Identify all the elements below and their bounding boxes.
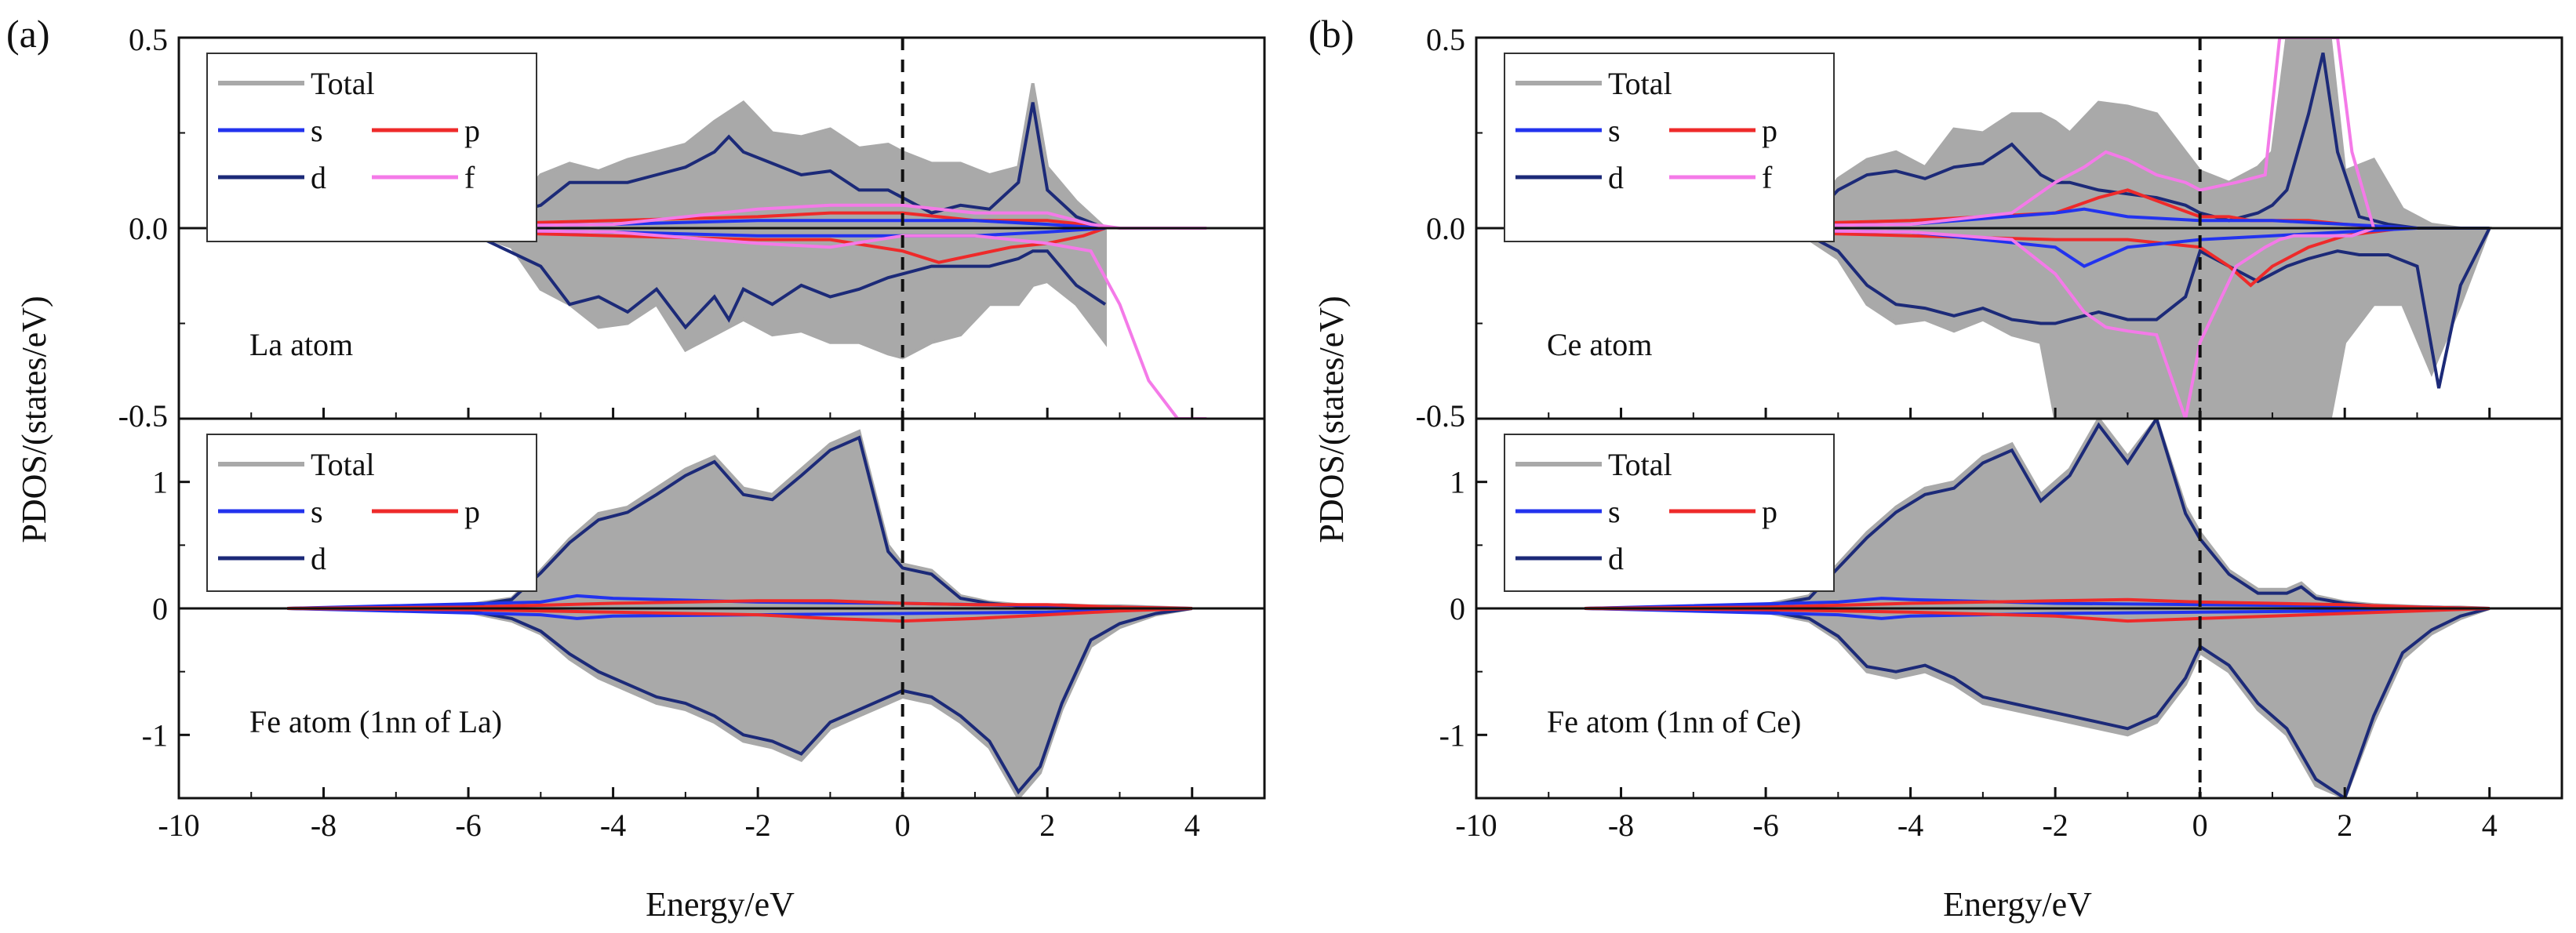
panel-a-top-subplot: 0.5 0.0 -0.5 La atom Total s p d f xyxy=(118,22,1266,434)
y-tick-label: 0.0 xyxy=(1426,211,1465,246)
atom-annotation: Ce atom xyxy=(1547,327,1652,362)
y-tick-label: 1 xyxy=(1450,465,1465,500)
panel-b-bottom-subplot: 1 0 -1 -10 -8 -6 -4 -2 0 2 4 Fe atom (1nn of Ce) Tot… xyxy=(1439,417,2563,843)
panel-b-tag: (b) xyxy=(1308,12,1354,56)
p-spin-down-line xyxy=(287,227,1106,264)
atom-annotation: La atom xyxy=(249,327,353,362)
legend-label-d: d xyxy=(311,541,326,576)
y-tick-label: 0 xyxy=(1450,591,1465,626)
d-spin-up-line xyxy=(287,102,1106,230)
panel-b: (b) PDOS/(states/eV) Energy/eV 0.5 0.0 -0.… xyxy=(1308,12,2563,924)
d-spin-down-line xyxy=(1585,607,2490,798)
atom-annotation: Fe atom (1nn of Ce) xyxy=(1547,704,1801,739)
f-spin-up-line xyxy=(1585,38,2376,230)
legend-label-p: p xyxy=(464,494,480,529)
panel-a-bottom-subplot: 1 0 -1 -10 -8 -6 -4 -2 0 2 4 Fe atom (1nn of La) Tot… xyxy=(142,417,1266,843)
legend-label-Total: Total xyxy=(311,66,375,101)
legend-label-s: s xyxy=(1608,494,1621,529)
x-tick-label: -8 xyxy=(311,808,337,843)
y-tick-label: -1 xyxy=(142,717,168,753)
panel-a-xlabel: Energy/eV xyxy=(646,885,795,924)
d-spin-down-line xyxy=(287,607,1192,795)
x-tick-label: -4 xyxy=(600,808,626,843)
y-tick-label: 0 xyxy=(152,591,168,626)
d-spin-up-line xyxy=(1585,52,2490,230)
p-spin-up-line xyxy=(287,211,1106,230)
y-tick-label: 0.5 xyxy=(129,22,168,57)
plot-area xyxy=(179,419,1264,798)
plot-area xyxy=(1476,419,2562,798)
panel-a: (a) PDOS/(states/eV) Energy/eV 0.5 0.0 -0.… xyxy=(6,12,1266,924)
x-tick-label: 0 xyxy=(895,808,911,843)
x-tick-label: 4 xyxy=(1184,808,1200,843)
y-tick-label: 0.0 xyxy=(129,211,168,246)
d-spin-down-line xyxy=(287,227,1107,330)
plot-area xyxy=(1476,38,2562,419)
p-spin-down-line xyxy=(287,607,1192,623)
x-tick-label: 0 xyxy=(2192,808,2208,843)
p-spin-up-line xyxy=(287,599,1192,610)
p-spin-up-line xyxy=(1585,597,2490,610)
y-tick-label: -0.5 xyxy=(118,398,168,434)
legend-label-Total: Total xyxy=(1608,447,1672,482)
legend-label-d: d xyxy=(311,160,326,195)
atom-annotation: Fe atom (1nn of La) xyxy=(249,704,502,739)
legend-label-d: d xyxy=(1608,541,1624,576)
legend-label-d: d xyxy=(1608,160,1624,195)
panel-b-xlabel: Energy/eV xyxy=(1943,885,2092,924)
x-tick-label: -2 xyxy=(744,808,770,843)
legend-label-Total: Total xyxy=(1608,66,1672,101)
panel-a-tag: (a) xyxy=(6,12,50,56)
panel-a-ylabel: PDOS/(states/eV) xyxy=(15,296,53,543)
legend-label-Total: Total xyxy=(311,447,375,482)
legend: Total s p d f xyxy=(206,53,537,242)
s-spin-up-line xyxy=(1585,207,2418,230)
legend-label-f: f xyxy=(464,160,475,195)
legend-label-p: p xyxy=(464,113,480,148)
y-tick-label: -0.5 xyxy=(1416,398,1465,434)
x-tick-label: -2 xyxy=(2042,808,2068,843)
y-tick-label: 1 xyxy=(152,465,168,500)
s-spin-down-line xyxy=(1585,607,2490,620)
x-tick-label: -6 xyxy=(455,808,481,843)
x-tick-label: 2 xyxy=(1039,808,1055,843)
y-tick-label: -1 xyxy=(1439,717,1465,753)
p-spin-down-line xyxy=(1585,607,2490,623)
x-tick-label: 2 xyxy=(2337,808,2352,843)
x-tick-label: -8 xyxy=(1608,808,1634,843)
x-tick-label: -10 xyxy=(158,808,199,843)
x-tick-label: -4 xyxy=(1897,808,1923,843)
legend-label-s: s xyxy=(311,494,323,529)
x-tick-label: -10 xyxy=(1455,808,1497,843)
f-spin-down-line xyxy=(1585,227,2374,419)
legend: Total s p d xyxy=(1504,434,1835,592)
legend-label-p: p xyxy=(1762,494,1777,529)
f-spin-down-line xyxy=(287,227,1207,419)
total-dos-area xyxy=(287,82,1107,360)
legend: Total s p d xyxy=(206,434,537,592)
x-tick-label: -6 xyxy=(1752,808,1778,843)
x-tick-label: 4 xyxy=(2482,808,2498,843)
legend-label-p: p xyxy=(1762,113,1777,148)
panel-b-ylabel: PDOS/(states/eV) xyxy=(1312,296,1351,543)
d-spin-down-line xyxy=(1585,227,2491,389)
legend-label-s: s xyxy=(1608,113,1621,148)
legend-label-s: s xyxy=(311,113,323,148)
panel-b-top-subplot: 0.5 0.0 -0.5 Ce atom Total s p d f xyxy=(1416,22,2563,434)
legend: Total s p d f xyxy=(1504,53,1835,242)
y-tick-label: 0.5 xyxy=(1426,22,1465,57)
legend-label-f: f xyxy=(1762,160,1773,195)
